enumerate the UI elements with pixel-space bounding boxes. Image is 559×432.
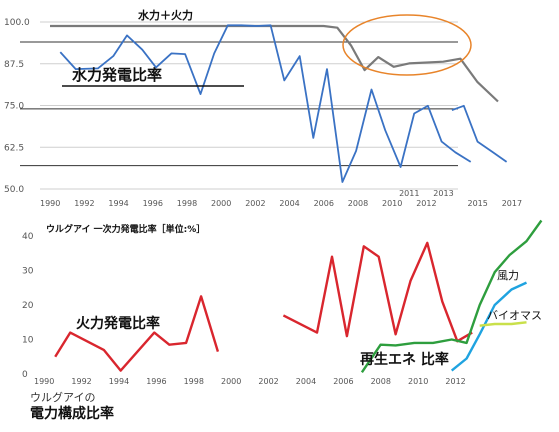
top-gridlines <box>20 21 458 190</box>
top-y-tick-label: 100.0 <box>4 18 30 28</box>
top-x-tick-label: 1994 <box>108 199 128 208</box>
bottom-x-tick-label: 2004 <box>296 377 316 386</box>
top-series-line <box>59 24 472 183</box>
bottom-series-lines <box>54 219 543 373</box>
top-x-tick-label-extra: 2013 <box>433 189 453 198</box>
top-x-tick-label: 1996 <box>143 199 163 208</box>
bottom-x-tick-label: 2006 <box>333 377 353 386</box>
hydro-ratio-label: 水力発電比率 <box>72 66 162 84</box>
top-x-tick-label: 2012 <box>416 199 436 208</box>
highlight-ellipse <box>342 14 472 76</box>
top-series-lines <box>50 24 508 183</box>
caption-line-1: ウルグアイの <box>30 390 95 404</box>
top-x-tick-label: 2008 <box>348 199 368 208</box>
top-y-ticks: 100.0 87.5 75.0 62.5 50.0 <box>4 18 30 195</box>
bottom-series-line <box>282 241 473 343</box>
top-x-tick-label: 2010 <box>382 199 402 208</box>
top-x-tick-label: 2002 <box>245 199 265 208</box>
wind-label: 風力 <box>497 269 519 282</box>
bottom-series-line <box>479 321 527 327</box>
biomass-label: バイオマス <box>487 309 542 322</box>
top-x-tick-label: 2006 <box>314 199 334 208</box>
hydro-plus-thermal-label: 水力＋火力 <box>138 8 193 22</box>
top-x-tick-label: 1992 <box>74 199 94 208</box>
thermal-ratio-label: 火力発電比率 <box>76 315 160 332</box>
top-x-tick-label: 2000 <box>211 199 231 208</box>
bottom-y-tick-label: 30 <box>22 267 34 277</box>
bottom-chart-title: ウルグアイ 一次力発電比率［単位:%］ <box>46 223 205 235</box>
top-x-tick-label-extra: 2011 <box>399 189 419 198</box>
bottom-y-tick-label: 40 <box>22 232 34 242</box>
bottom-x-tick-label: 1996 <box>146 377 166 386</box>
top-y-tick-label: 50.0 <box>4 185 24 195</box>
bottom-x-tick-label: 2002 <box>258 377 278 386</box>
bottom-x-tick-label: 2008 <box>371 377 391 386</box>
top-y-tick-label: 87.5 <box>4 60 24 70</box>
top-y-tick-label: 75.0 <box>4 102 24 112</box>
bottom-y-tick-label: 0 <box>22 370 28 380</box>
bottom-x-tick-label: 2012 <box>445 377 465 386</box>
top-x-tick-label: 2017 <box>502 199 522 208</box>
bottom-x-tick-label: 2010 <box>408 377 428 386</box>
top-hydro-chart: 100.087.575.062.550.0 1990 1992 1994 1996 19… <box>4 8 522 208</box>
bottom-y-tick-label: 10 <box>22 336 34 346</box>
bottom-y-tick-label: 20 <box>22 301 34 311</box>
top-x-ticks: 1990 1992 1994 1996 1998 2000 2002 2004 2006 2008… <box>40 189 522 208</box>
bottom-x-tick-label: 2000 <box>221 377 241 386</box>
top-series-line <box>50 24 499 103</box>
bottom-series-line <box>360 219 543 373</box>
caption-line-2: 電力構成比率 <box>30 405 114 422</box>
bottom-x-ticks: 1990 1992 1994 1996 1998 2000 2002 2004 2006 2008… <box>34 377 466 386</box>
top-y-tick-label: 62.5 <box>4 143 24 153</box>
renewable-ratio-label: 再生エネ 比率 <box>360 351 449 368</box>
top-x-tick-label: 2004 <box>279 199 299 208</box>
bottom-series-line <box>54 295 220 372</box>
bottom-y-ticks: 40 30 20 10 0 <box>22 232 34 380</box>
top-series-line <box>451 104 508 163</box>
top-x-tick-label: 1990 <box>40 199 60 208</box>
top-x-tick-label: 1998 <box>177 199 197 208</box>
bottom-x-tick-label: 1994 <box>109 377 129 386</box>
bottom-x-tick-label: 1998 <box>184 377 204 386</box>
bottom-x-tick-label: 1992 <box>71 377 91 386</box>
bottom-series-line <box>450 281 528 372</box>
top-x-tick-label: 2015 <box>468 199 488 208</box>
bottom-x-tick-label: 1990 <box>34 377 54 386</box>
